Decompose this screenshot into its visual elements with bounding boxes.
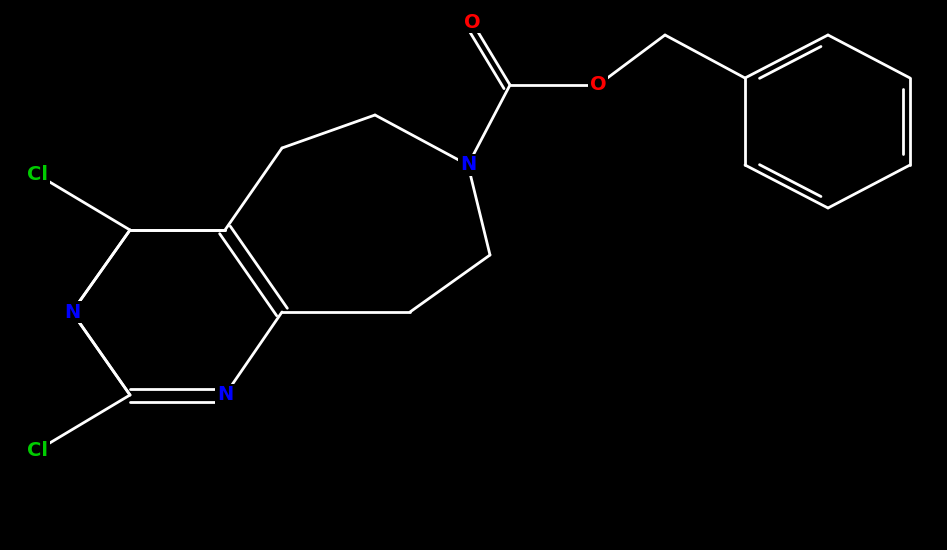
Text: Cl: Cl xyxy=(27,166,48,184)
Text: O: O xyxy=(590,75,606,95)
Text: O: O xyxy=(464,13,480,31)
Text: Cl: Cl xyxy=(27,441,48,459)
Text: N: N xyxy=(217,386,233,404)
Text: N: N xyxy=(460,156,476,174)
Text: N: N xyxy=(63,302,80,322)
